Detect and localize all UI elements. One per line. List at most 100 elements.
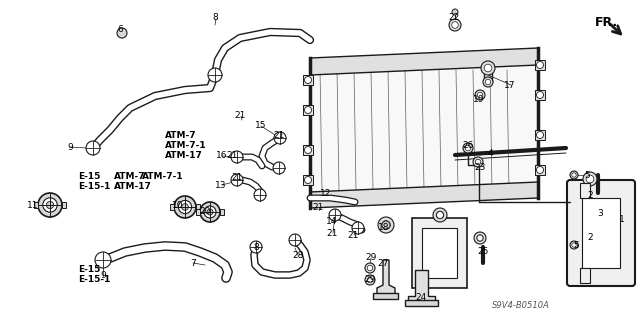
Circle shape: [586, 175, 594, 183]
Text: 13: 13: [215, 181, 227, 189]
Circle shape: [452, 9, 458, 15]
Bar: [303, 105, 313, 115]
Circle shape: [481, 61, 495, 75]
Circle shape: [273, 162, 285, 174]
Text: 4: 4: [487, 149, 493, 158]
Circle shape: [433, 208, 447, 222]
Text: 21: 21: [326, 228, 338, 238]
Circle shape: [231, 151, 243, 163]
Circle shape: [207, 209, 213, 215]
Bar: [535, 165, 545, 175]
Bar: [62, 202, 66, 208]
Text: 12: 12: [320, 189, 332, 197]
Circle shape: [117, 28, 127, 38]
Text: 21: 21: [231, 174, 243, 182]
Text: E-15-1: E-15-1: [78, 275, 110, 284]
Circle shape: [485, 79, 491, 85]
Circle shape: [436, 211, 444, 219]
Bar: [196, 204, 200, 210]
Circle shape: [274, 132, 286, 144]
Circle shape: [204, 206, 216, 218]
Bar: [196, 209, 200, 215]
Circle shape: [250, 241, 262, 253]
Circle shape: [38, 193, 62, 217]
Text: 20: 20: [199, 207, 211, 217]
Polygon shape: [310, 48, 538, 75]
Circle shape: [208, 68, 222, 82]
Bar: [535, 60, 545, 70]
Circle shape: [452, 22, 458, 28]
Text: 21: 21: [273, 130, 285, 139]
Circle shape: [365, 263, 375, 273]
Circle shape: [231, 174, 243, 186]
Bar: [405, 300, 438, 306]
Text: 3: 3: [597, 209, 603, 218]
Text: 11: 11: [28, 201, 39, 210]
Text: E-15-1: E-15-1: [78, 182, 110, 191]
FancyBboxPatch shape: [567, 180, 635, 286]
Text: 19: 19: [473, 95, 484, 105]
Polygon shape: [408, 270, 435, 302]
Circle shape: [477, 235, 483, 241]
Circle shape: [200, 202, 220, 222]
Circle shape: [305, 107, 312, 114]
Circle shape: [463, 143, 473, 153]
Circle shape: [365, 275, 375, 285]
Circle shape: [95, 252, 111, 268]
Circle shape: [174, 196, 196, 218]
Text: 21: 21: [227, 151, 237, 160]
Circle shape: [436, 211, 444, 219]
Text: ATM-7-1: ATM-7-1: [142, 172, 184, 181]
Text: FR.: FR.: [595, 16, 618, 28]
Text: 21: 21: [348, 231, 358, 240]
Circle shape: [474, 232, 486, 244]
Bar: [220, 209, 224, 215]
Text: 14: 14: [326, 218, 338, 226]
Text: 27: 27: [378, 258, 388, 268]
Text: 5: 5: [573, 241, 579, 249]
Text: 16: 16: [216, 152, 228, 160]
Circle shape: [289, 234, 301, 246]
Circle shape: [536, 167, 543, 174]
Circle shape: [473, 157, 483, 167]
Bar: [303, 145, 313, 155]
Text: 6: 6: [117, 26, 123, 34]
Circle shape: [305, 77, 312, 84]
Text: 26: 26: [462, 140, 474, 150]
Polygon shape: [377, 260, 395, 295]
Circle shape: [483, 77, 493, 87]
Circle shape: [570, 171, 578, 179]
Circle shape: [382, 221, 390, 229]
Bar: [535, 130, 545, 140]
Text: 8: 8: [253, 242, 259, 251]
Text: 10: 10: [172, 201, 184, 210]
Bar: [412, 218, 467, 288]
Text: 25: 25: [477, 247, 489, 256]
Circle shape: [465, 145, 471, 151]
Circle shape: [378, 217, 394, 233]
Bar: [303, 175, 313, 185]
Bar: [34, 202, 38, 208]
Text: E-15: E-15: [78, 265, 100, 274]
Bar: [580, 183, 590, 198]
Text: 2: 2: [587, 234, 593, 242]
Bar: [373, 293, 398, 299]
Circle shape: [86, 141, 100, 155]
Circle shape: [536, 131, 543, 138]
Circle shape: [477, 92, 483, 98]
Circle shape: [329, 209, 341, 221]
Bar: [580, 268, 590, 283]
Text: 17: 17: [504, 80, 516, 90]
Circle shape: [536, 92, 543, 99]
Text: 28: 28: [292, 250, 304, 259]
Bar: [303, 75, 313, 85]
Circle shape: [43, 198, 57, 212]
Circle shape: [572, 173, 576, 177]
Text: 15: 15: [255, 122, 267, 130]
Circle shape: [305, 146, 312, 153]
Circle shape: [367, 277, 372, 283]
Circle shape: [305, 176, 312, 183]
Circle shape: [475, 90, 485, 100]
Text: 1: 1: [619, 216, 625, 225]
Circle shape: [583, 172, 597, 186]
